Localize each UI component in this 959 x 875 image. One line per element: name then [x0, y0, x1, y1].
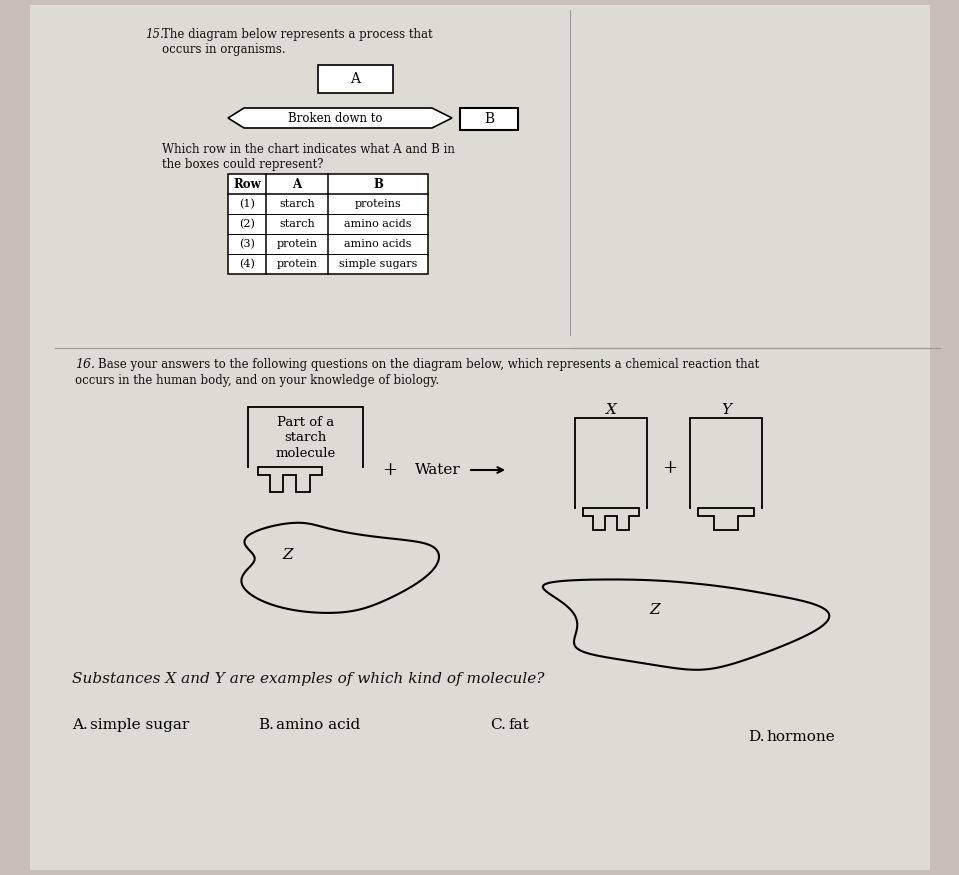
- Text: amino acid: amino acid: [276, 718, 361, 732]
- Bar: [575, 418, 647, 508]
- Text: occurs in the human body, and on your knowledge of biology.: occurs in the human body, and on your kn…: [75, 374, 439, 387]
- Text: starch: starch: [279, 219, 315, 229]
- Text: fat: fat: [508, 718, 528, 732]
- Polygon shape: [583, 508, 639, 530]
- Text: Z: Z: [649, 603, 661, 617]
- Text: hormone: hormone: [766, 730, 834, 744]
- Polygon shape: [228, 108, 452, 128]
- Polygon shape: [543, 579, 830, 669]
- Text: (2): (2): [239, 219, 255, 229]
- Bar: [690, 418, 762, 508]
- Text: Broken down to: Broken down to: [288, 111, 383, 124]
- Text: Substances X and Y are examples of which kind of molecule?: Substances X and Y are examples of which…: [72, 672, 545, 686]
- Text: X: X: [605, 403, 617, 417]
- Text: starch: starch: [279, 199, 315, 209]
- Bar: [249, 466, 362, 476]
- Text: Water: Water: [415, 463, 461, 477]
- Text: Base your answers to the following questions on the diagram below, which represe: Base your answers to the following quest…: [98, 358, 760, 371]
- Text: A: A: [292, 178, 301, 191]
- Text: Part of a: Part of a: [277, 416, 334, 429]
- Text: simple sugars: simple sugars: [339, 259, 417, 269]
- Text: protein: protein: [276, 259, 317, 269]
- Text: 15.: 15.: [145, 28, 164, 41]
- Text: B: B: [373, 178, 383, 191]
- Text: B.: B.: [258, 718, 274, 732]
- Bar: [460, 108, 518, 130]
- Text: Row: Row: [233, 178, 261, 191]
- Text: (3): (3): [239, 239, 255, 249]
- Text: +: +: [383, 461, 397, 479]
- Text: starch: starch: [285, 430, 327, 444]
- Text: A: A: [350, 72, 361, 86]
- Text: +: +: [663, 459, 677, 477]
- Text: simple sugar: simple sugar: [90, 718, 189, 732]
- Text: occurs in organisms.: occurs in organisms.: [162, 43, 286, 56]
- Text: amino acids: amino acids: [344, 219, 411, 229]
- Polygon shape: [258, 467, 322, 492]
- Text: amino acids: amino acids: [344, 239, 411, 249]
- Text: D.: D.: [748, 730, 764, 744]
- Bar: [248, 407, 363, 467]
- Polygon shape: [242, 522, 439, 612]
- Text: Y: Y: [721, 403, 731, 417]
- Polygon shape: [698, 508, 754, 530]
- Text: protein: protein: [276, 239, 317, 249]
- Text: (4): (4): [239, 259, 255, 270]
- Text: 16.: 16.: [75, 358, 95, 371]
- Text: molecule: molecule: [275, 446, 336, 459]
- Text: the boxes could represent?: the boxes could represent?: [162, 158, 323, 171]
- Text: The diagram below represents a process that: The diagram below represents a process t…: [162, 28, 433, 41]
- Bar: [228, 174, 428, 274]
- Bar: [576, 507, 646, 512]
- Text: A.: A.: [72, 718, 88, 732]
- Text: Z: Z: [283, 548, 293, 562]
- Text: Which row in the chart indicates what A and B in: Which row in the chart indicates what A …: [162, 143, 455, 156]
- Text: B: B: [484, 112, 494, 126]
- Bar: [691, 507, 761, 512]
- Bar: [318, 65, 393, 93]
- Text: C.: C.: [490, 718, 506, 732]
- Text: proteins: proteins: [355, 199, 402, 209]
- Text: (1): (1): [239, 199, 255, 209]
